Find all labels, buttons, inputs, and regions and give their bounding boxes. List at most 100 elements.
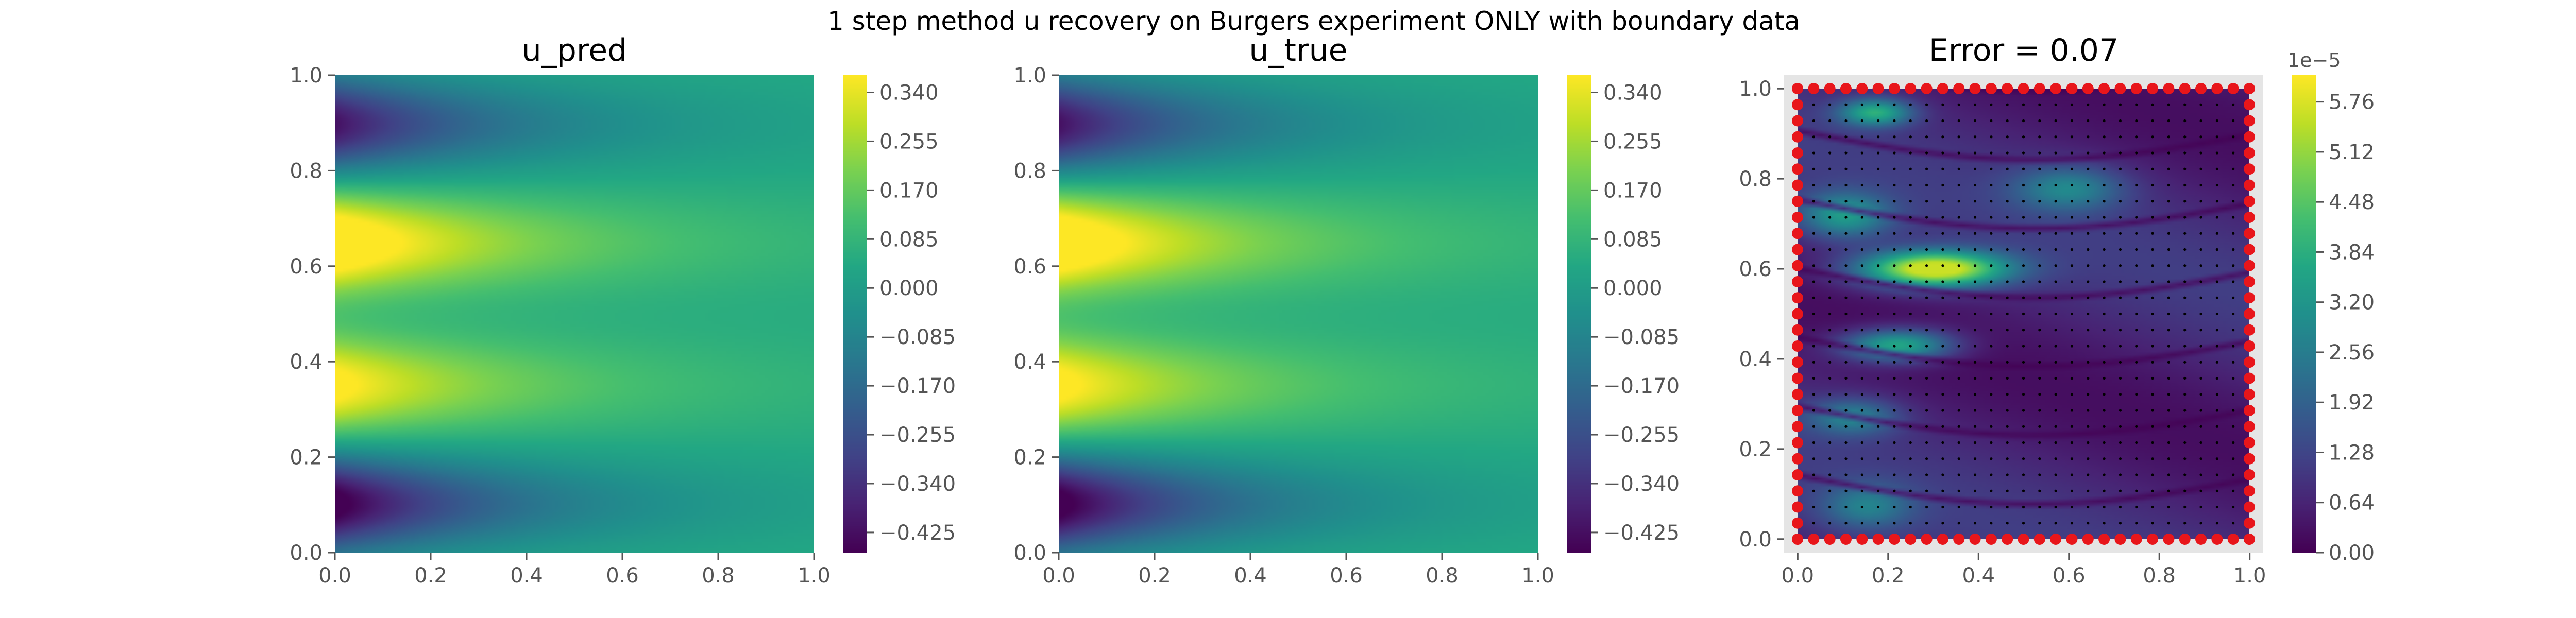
collocation-point <box>2022 119 2025 123</box>
collocation-point <box>2103 200 2106 203</box>
collocation-point <box>1860 248 1863 251</box>
collocation-point <box>2215 489 2218 492</box>
boundary-point <box>2098 83 2110 94</box>
boundary-point <box>1824 83 1836 94</box>
collocation-point <box>2038 522 2041 525</box>
collocation-point <box>1844 505 1848 509</box>
panel-u-pred: u_pred 0.0 0.2 0.4 0.6 0.8 1.0 0.0 0.2 0.4 0.6 0.8… <box>290 32 956 588</box>
collocation-point <box>2215 280 2218 283</box>
collocation-point <box>1877 505 1880 509</box>
collocation-point <box>2215 183 2218 187</box>
collocation-point <box>2087 151 2090 154</box>
collocation-point <box>2087 119 2090 123</box>
collocation-point <box>2070 151 2074 154</box>
collocation-point <box>1844 457 1848 460</box>
collocation-point <box>1812 264 1815 267</box>
collocation-point <box>2070 329 2074 332</box>
collocation-point <box>1925 216 1928 219</box>
y-tick-label: 0.2 <box>290 446 323 470</box>
collocation-point <box>1909 425 1912 428</box>
boundary-point <box>1792 147 1803 159</box>
collocation-point <box>1909 522 1912 525</box>
collocation-point <box>2151 200 2154 203</box>
boundary-point <box>2244 147 2255 159</box>
collocation-point <box>2038 183 2041 187</box>
collocation-point <box>2199 441 2202 444</box>
heatmap-u-true <box>1059 75 1538 553</box>
collocation-point <box>1828 393 1832 396</box>
collocation-point <box>1973 329 1977 332</box>
colorbar-tick-label: 2.56 <box>2329 341 2375 365</box>
collocation-point <box>2135 505 2138 509</box>
collocation-point <box>2054 216 2057 219</box>
collocation-point <box>1877 264 1880 267</box>
collocation-point <box>1957 135 1960 139</box>
collocation-point <box>1844 216 1848 219</box>
y-tick-label: 0.0 <box>1013 541 1046 565</box>
collocation-point <box>2183 312 2187 316</box>
collocation-point <box>2038 280 2041 283</box>
collocation-point <box>2183 425 2187 428</box>
collocation-point <box>2151 345 2154 348</box>
collocation-point <box>2103 151 2106 154</box>
collocation-point <box>2151 183 2154 187</box>
collocation-point <box>1925 393 1928 396</box>
collocation-point <box>1844 345 1848 348</box>
boundary-point <box>1792 421 1803 433</box>
boundary-point <box>2018 83 2029 94</box>
collocation-point <box>2183 345 2187 348</box>
collocation-point <box>1990 119 1993 123</box>
collocation-point <box>1812 473 1815 476</box>
collocation-point <box>1860 200 1863 203</box>
collocation-point <box>2070 376 2074 380</box>
boundary-point <box>2244 324 2255 336</box>
collocation-point <box>1812 280 1815 283</box>
collocation-point <box>1860 360 1863 364</box>
collocation-point <box>1957 329 1960 332</box>
x-tick-label: 0.4 <box>1234 564 1267 588</box>
x-tick-label: 1.0 <box>2233 564 2266 588</box>
collocation-point <box>2119 522 2122 525</box>
collocation-point <box>1990 167 1993 170</box>
collocation-point <box>1812 489 1815 492</box>
collocation-point <box>1990 232 1993 235</box>
collocation-point <box>2183 167 2187 170</box>
collocation-point <box>2215 296 2218 299</box>
collocation-point <box>2232 232 2235 235</box>
collocation-point <box>2167 248 2170 251</box>
collocation-point <box>1812 376 1815 380</box>
boundary-point <box>2033 83 2045 94</box>
collocation-point <box>2054 312 2057 316</box>
collocation-point <box>2054 425 2057 428</box>
collocation-point <box>2070 183 2074 187</box>
collocation-point <box>1941 360 1944 364</box>
boundary-point <box>2163 83 2175 94</box>
collocation-point <box>2135 425 2138 428</box>
panel-title-u-true: u_true <box>1249 32 1347 68</box>
colorbar-tick-label: −0.255 <box>1603 423 1680 447</box>
collocation-point <box>1812 103 1815 106</box>
collocation-point <box>2022 329 2025 332</box>
collocation-point <box>2151 393 2154 396</box>
collocation-point <box>2232 167 2235 170</box>
collocation-point <box>2103 216 2106 219</box>
collocation-point <box>2054 376 2057 380</box>
collocation-point <box>1828 329 1832 332</box>
collocation-point <box>2135 296 2138 299</box>
x-tick-label: 0.8 <box>1426 564 1459 588</box>
collocation-point <box>1877 119 1880 123</box>
collocation-point <box>1925 522 1928 525</box>
collocation-point <box>2038 376 2041 380</box>
collocation-point <box>2054 522 2057 525</box>
collocation-point <box>2038 167 2041 170</box>
collocation-point <box>1925 473 1928 476</box>
y-tick-label: 0.2 <box>1739 438 1772 461</box>
collocation-point <box>1844 296 1848 299</box>
collocation-point <box>2167 200 2170 203</box>
collocation-point <box>2006 248 2009 251</box>
collocation-point <box>2167 360 2170 364</box>
boundary-point <box>2147 534 2159 545</box>
collocation-point <box>2103 167 2106 170</box>
collocation-point <box>1844 522 1848 525</box>
